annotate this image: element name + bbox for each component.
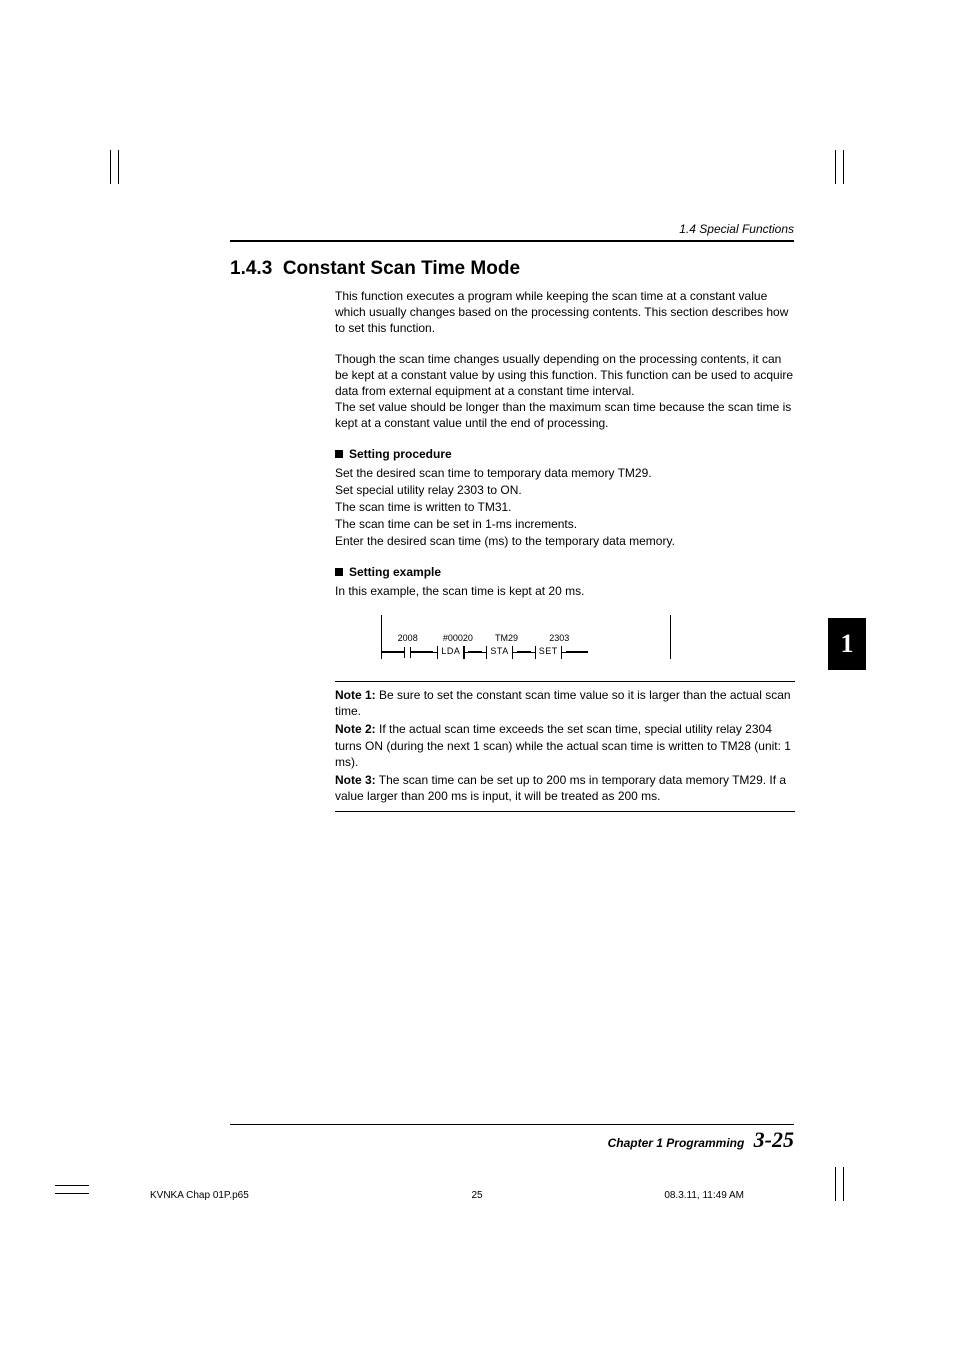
ladder-op-set: 2303 SET	[531, 634, 588, 659]
crop-mark-tl	[110, 150, 126, 184]
note-text: If the actual scan time exceeds the set …	[335, 722, 791, 768]
crop-mark-bl	[55, 1185, 89, 1201]
intro-p2: Though the scan time changes usually dep…	[335, 352, 793, 398]
ladder-contact: 2008	[382, 634, 433, 659]
note-text: Be sure to set the constant scan time va…	[335, 688, 791, 718]
procedure-line: Set the desired scan time to temporary d…	[335, 465, 795, 481]
note-label: Note 3:	[335, 773, 376, 787]
square-bullet-icon	[335, 450, 343, 458]
ladder-op-label: SET	[536, 647, 561, 656]
note-1: Note 1: Be sure to set the constant scan…	[335, 687, 795, 719]
section-heading: 1.4.3 Constant Scan Time Mode	[230, 258, 520, 280]
procedure-line: Enter the desired scan time (ms) to the …	[335, 533, 795, 549]
ladder-op-lda: #00020 LDA	[433, 634, 482, 659]
section-number: 1.4.3	[230, 258, 272, 279]
ladder-op-top: TM29	[495, 634, 518, 645]
body-column: This function executes a program while k…	[335, 288, 795, 812]
note-text: The scan time can be set up to 200 ms in…	[335, 773, 786, 803]
note-label: Note 1:	[335, 688, 376, 702]
notes-block: Note 1: Be sure to set the constant scan…	[335, 681, 795, 812]
intro-p1: This function executes a program while k…	[335, 288, 795, 337]
procedure-line: The scan time is written to TM31.	[335, 499, 795, 515]
ladder-op-sta: TM29 STA	[482, 634, 530, 659]
ladder-op-top: 2303	[549, 634, 569, 645]
note-label: Note 2:	[335, 722, 376, 736]
procedure-lines: Set the desired scan time to temporary d…	[335, 465, 795, 550]
example-intro: In this example, the scan time is kept a…	[335, 583, 795, 599]
intro-p3: The set value should be longer than the …	[335, 400, 791, 430]
footer-chapter: Chapter 1 Programming	[608, 1136, 745, 1150]
note-3: Note 3: The scan time can be set up to 2…	[335, 772, 795, 804]
procedure-line: Set special utility relay 2303 to ON.	[335, 482, 795, 498]
procedure-heading-text: Setting procedure	[349, 447, 452, 461]
footer-rule	[230, 1124, 794, 1125]
footer-text: Chapter 1 Programming 3-25	[608, 1127, 794, 1153]
ladder-contact-label: 2008	[398, 634, 418, 645]
intro-p2-3: Though the scan time changes usually dep…	[335, 351, 795, 432]
chapter-tab: 1	[828, 618, 866, 670]
note-2: Note 2: If the actual scan time exceeds …	[335, 721, 795, 770]
square-bullet-icon	[335, 568, 343, 576]
page-header: 1.4 Special Functions	[230, 222, 794, 242]
imprint-file: KVNKA Chap 01P.p65	[150, 1190, 366, 1201]
crop-mark-tr	[828, 150, 844, 184]
header-rule	[230, 240, 794, 242]
section-title: Constant Scan Time Mode	[283, 258, 520, 279]
crop-mark-br	[828, 1167, 844, 1201]
ladder-op-label: STA	[487, 647, 511, 656]
imprint-timestamp: 08.3.11, 11:49 AM	[588, 1190, 804, 1201]
ladder-op-top: #00020	[443, 634, 473, 645]
ladder-diagram: 2008 #00020 LDA TM29 STA 2303 SET	[381, 615, 795, 659]
example-heading-text: Setting example	[349, 565, 441, 579]
ladder-op-label: LDA	[438, 647, 463, 656]
breadcrumb: 1.4 Special Functions	[230, 222, 794, 236]
imprint-page: 25	[369, 1190, 585, 1201]
imprint-line: KVNKA Chap 01P.p65 25 08.3.11, 11:49 AM	[150, 1190, 804, 1201]
procedure-heading: Setting procedure	[335, 446, 795, 462]
example-heading: Setting example	[335, 564, 795, 580]
page: 1.4 Special Functions 1.4.3 Constant Sca…	[0, 0, 954, 1351]
footer-page: 3-25	[754, 1127, 794, 1152]
procedure-line: The scan time can be set in 1-ms increme…	[335, 516, 795, 532]
